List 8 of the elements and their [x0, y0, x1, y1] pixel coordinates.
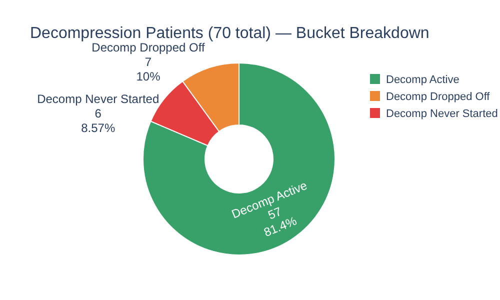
legend-label: Decomp Active — [386, 74, 460, 86]
chart-title: Decompression Patients (70 total) — Bucket Breakdown — [30, 25, 430, 42]
data-label: 7 10% — [136, 55, 161, 84]
data-label: 6 8.57% — [81, 106, 116, 136]
slice-label: Decomp Never Started — [37, 92, 160, 106]
legend-label: Decomp Dropped Off — [386, 91, 491, 103]
legend-label: Decomp Never Started — [386, 108, 498, 120]
slice-label: Decomp Dropped Off — [92, 40, 206, 55]
